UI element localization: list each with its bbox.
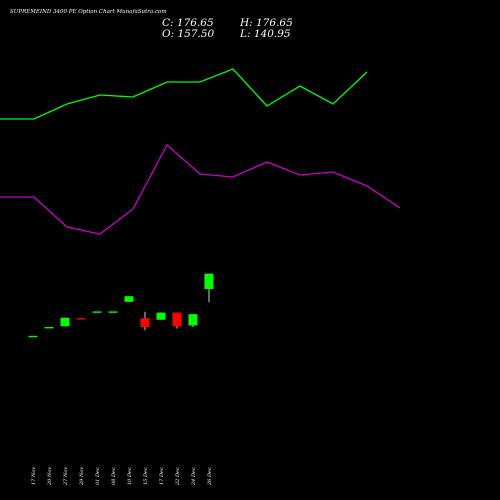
candle — [108, 311, 118, 313]
candle — [204, 273, 214, 303]
candles — [28, 273, 214, 338]
candle — [140, 311, 150, 331]
candle-body — [140, 318, 150, 327]
low-value-label: L: 140.95 — [239, 28, 291, 40]
candle-body — [60, 317, 70, 327]
indicator-line-2 — [0, 143, 401, 235]
x-tick-label: 27 Nov — [63, 467, 69, 486]
candle — [172, 312, 182, 329]
candle-body — [124, 296, 134, 302]
x-tick-label: 24 Dec — [191, 467, 197, 486]
close-value-label: C: 176.65 — [162, 17, 214, 29]
x-tick-label: 10 Dec — [127, 467, 133, 485]
candle — [76, 318, 86, 320]
x-tick-label: 01 Dec — [95, 467, 101, 485]
high-value-label: H: 176.65 — [239, 17, 293, 29]
x-tick-label: 15 Dec — [143, 467, 149, 485]
open-value-label: O: 157.50 — [162, 28, 215, 40]
indicator-line-1 — [0, 68, 368, 120]
x-axis-ticks: 17 Nov 20 Nov 27 Nov 29 Nov 01 Dec 08 Dec 10 D… — [31, 467, 213, 486]
candle — [28, 335, 38, 338]
candle-body — [44, 327, 54, 329]
candle — [92, 311, 102, 313]
candle-body — [172, 312, 182, 327]
x-tick-label: 17 Dec — [159, 467, 165, 485]
candle-body — [188, 314, 198, 326]
candle-body — [204, 273, 214, 289]
x-tick-label: 20 Nov — [47, 467, 53, 486]
candle — [60, 317, 70, 327]
candle — [188, 314, 198, 327]
indicator-lines — [0, 68, 401, 235]
candle — [156, 312, 166, 320]
candle-body — [76, 318, 86, 320]
candle-body — [92, 311, 102, 313]
x-tick-label: 17 Nov — [31, 467, 37, 485]
x-tick-label: 26 Dec — [207, 467, 213, 486]
candle — [124, 296, 134, 302]
chart-title: SUPREMEIND 3400 PE Option Chart MunafaSu… — [10, 9, 167, 15]
x-tick-label: 08 Dec — [111, 467, 117, 485]
candle-body — [28, 335, 38, 338]
candle-body — [108, 311, 118, 313]
x-tick-label: 22 Dec — [175, 467, 181, 486]
candle-body — [156, 312, 166, 320]
candle — [44, 327, 54, 329]
x-tick-label: 29 Nov — [79, 467, 85, 486]
